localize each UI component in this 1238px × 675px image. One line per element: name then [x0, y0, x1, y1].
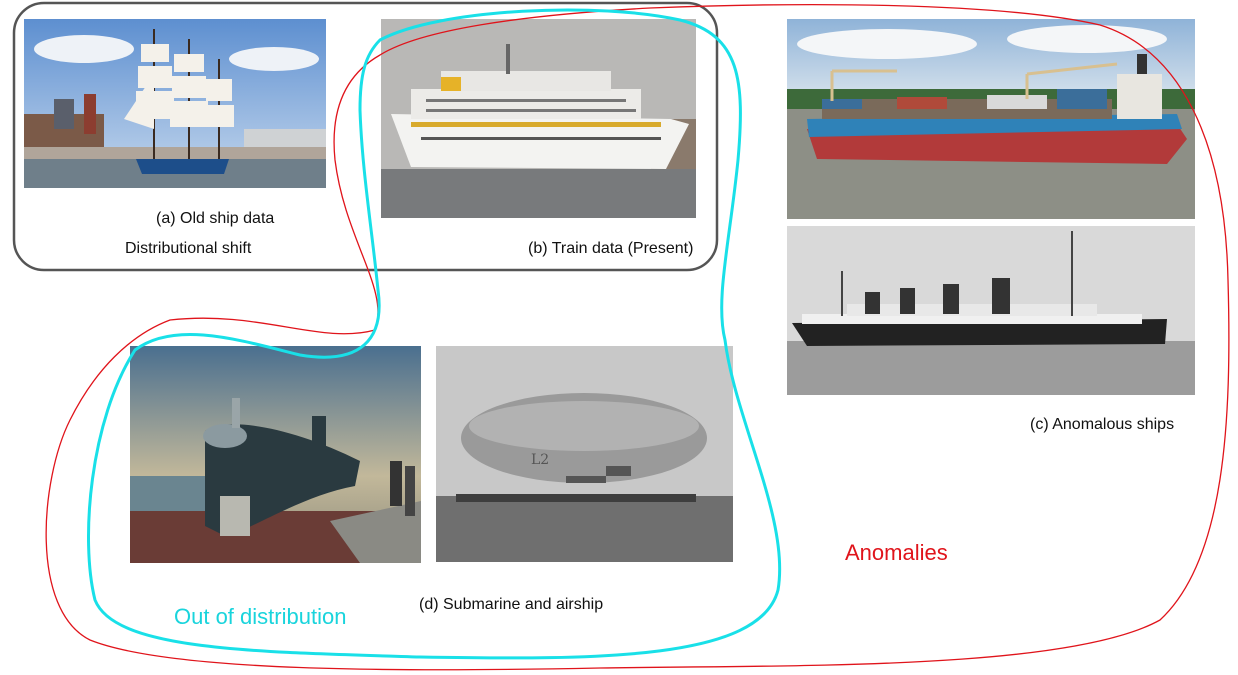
airship-photo: L2	[436, 346, 733, 562]
out-of-distribution-label: Out of distribution	[174, 604, 347, 629]
anomalies-label: Anomalies	[845, 540, 948, 565]
titanic-photo	[787, 226, 1195, 395]
svg-text:L2: L2	[531, 452, 549, 468]
submarine-photo	[130, 346, 421, 563]
container-ship-photo	[787, 19, 1195, 219]
submarine-airship-caption: (d) Submarine and airship	[419, 596, 604, 613]
distributional-shift-label: Distributional shift	[125, 240, 252, 257]
tall-ship-photo	[24, 19, 326, 188]
old-ship-caption: (a) Old ship data	[156, 210, 275, 227]
anomalous-ships-caption: (c) Anomalous ships	[1030, 416, 1175, 433]
train-data-caption: (b) Train data (Present)	[528, 240, 694, 257]
cruise-ship-photo	[381, 19, 696, 218]
